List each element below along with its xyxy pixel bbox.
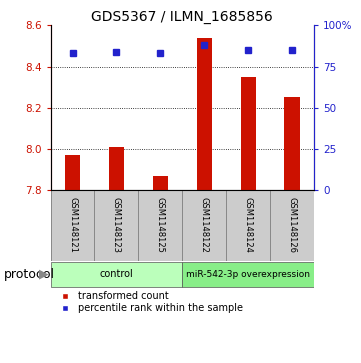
Text: protocol: protocol xyxy=(4,268,55,281)
Text: GSM1148123: GSM1148123 xyxy=(112,197,121,253)
Legend: transformed count, percentile rank within the sample: transformed count, percentile rank withi… xyxy=(55,291,243,313)
Bar xyxy=(240,77,256,190)
Text: ▶: ▶ xyxy=(39,268,48,281)
Bar xyxy=(182,262,314,287)
Title: GDS5367 / ILMN_1685856: GDS5367 / ILMN_1685856 xyxy=(91,11,273,24)
Text: control: control xyxy=(100,269,133,280)
Bar xyxy=(182,190,226,261)
Bar xyxy=(51,190,95,261)
Text: GSM1148122: GSM1148122 xyxy=(200,197,209,253)
Bar xyxy=(153,176,168,190)
Bar xyxy=(197,38,212,190)
Bar xyxy=(270,190,314,261)
Bar xyxy=(95,190,138,261)
Text: GSM1148124: GSM1148124 xyxy=(244,197,253,253)
Text: GSM1148121: GSM1148121 xyxy=(68,197,77,253)
Text: miR-542-3p overexpression: miR-542-3p overexpression xyxy=(186,270,310,279)
Bar xyxy=(226,190,270,261)
Text: GSM1148125: GSM1148125 xyxy=(156,197,165,253)
Bar xyxy=(138,190,182,261)
Bar xyxy=(109,147,124,190)
Bar xyxy=(284,97,300,190)
Bar xyxy=(65,155,80,190)
Text: GSM1148126: GSM1148126 xyxy=(288,197,297,253)
Bar xyxy=(51,262,182,287)
